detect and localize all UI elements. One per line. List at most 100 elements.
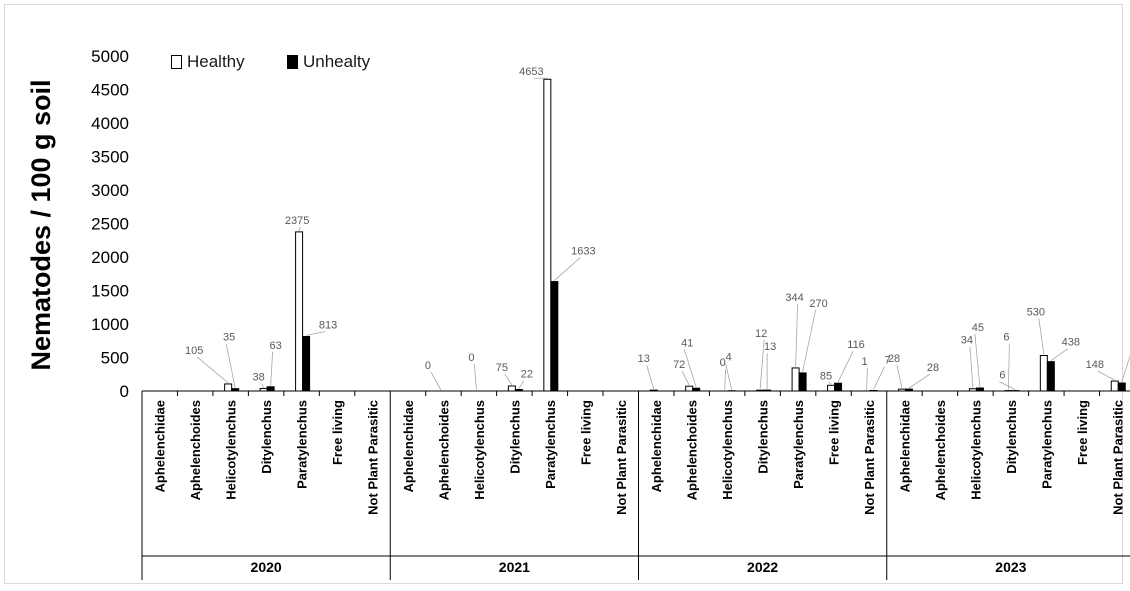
- category-label: Free living: [1075, 400, 1090, 465]
- data-label-unhealthy: 116: [847, 339, 865, 351]
- data-label-healthy: 0: [425, 360, 431, 372]
- legend-healthy: Healthy: [171, 50, 245, 74]
- category-label: Free living: [578, 400, 593, 465]
- category-label: Not Plant Parasitic: [366, 400, 381, 515]
- category-label: Ditylenchus: [259, 400, 274, 474]
- data-label-healthy: 344: [785, 292, 803, 304]
- data-label-leader-unhealthy: [837, 351, 854, 383]
- category-label: Aphelenchoides: [188, 400, 203, 500]
- data-label-healthy: 0: [468, 352, 474, 364]
- category-label: Ditylenchus: [507, 400, 522, 474]
- data-label-leader-healthy: [969, 346, 974, 388]
- y-tick-label: 3000: [91, 181, 129, 200]
- data-label-unhealthy: 7: [884, 355, 890, 367]
- bar-unhealthy: [904, 388, 913, 392]
- category-label: Paratylenchus: [543, 400, 558, 489]
- data-label-unhealthy: 438: [1062, 337, 1080, 349]
- y-tick-label: 1000: [91, 315, 129, 334]
- data-label-leader-unhealthy: [306, 331, 326, 336]
- y-tick-label: 2000: [91, 248, 129, 267]
- data-label-healthy: 4653: [519, 66, 543, 78]
- data-label-leader-healthy: [866, 367, 868, 390]
- bar-healthy: [685, 385, 694, 392]
- category-label: Aphelenchidae: [897, 400, 912, 492]
- data-label-healthy: 12: [755, 328, 767, 340]
- data-label-leader-healthy: [1097, 370, 1115, 381]
- bar-unhealthy: [302, 336, 311, 392]
- data-label-healthy: 530: [1027, 306, 1045, 318]
- data-label-leader-healthy: [1007, 343, 1010, 390]
- data-label-leader-unhealthy: [974, 333, 981, 388]
- bar-healthy: [791, 367, 800, 392]
- data-label-unhealthy: 28: [927, 362, 939, 374]
- data-label-healthy: 148: [1086, 359, 1104, 371]
- data-label-unhealthy: 45: [972, 322, 984, 334]
- bar-unhealthy: [550, 281, 559, 392]
- category-label: Helicotylenchus: [968, 400, 983, 500]
- data-label-unhealthy: 270: [809, 298, 827, 310]
- data-label-unhealthy: 63: [270, 340, 282, 352]
- data-label-leader-unhealthy: [270, 351, 274, 386]
- bar-healthy: [897, 388, 906, 392]
- bar-unhealthy: [798, 372, 807, 392]
- category-label: Aphelenchidae: [649, 400, 664, 492]
- bar-unhealthy: [692, 387, 701, 392]
- category-label: Helicotylenchus: [472, 400, 487, 500]
- data-label-healthy: 105: [185, 345, 203, 357]
- data-label-leader-healthy: [724, 368, 727, 391]
- chart-frame: [4, 4, 1123, 584]
- legend-unhealthy: Unhealty: [287, 50, 370, 74]
- data-label-healthy: 75: [496, 362, 508, 374]
- bar-unhealthy: [1046, 361, 1055, 392]
- data-label-leader-unhealthy: [225, 343, 236, 388]
- bar-healthy: [827, 384, 836, 392]
- category-label: Aphelenchoides: [933, 400, 948, 500]
- category-label: Helicotylenchus: [720, 400, 735, 500]
- data-label-healthy: 2375: [285, 215, 309, 227]
- category-label: Aphelenchoides: [685, 400, 700, 500]
- bar-healthy: [295, 231, 304, 392]
- bar-healthy: [968, 388, 977, 392]
- data-label-leader-unhealthy: [802, 309, 816, 372]
- data-label-leader-unhealthy: [554, 257, 581, 281]
- data-label-leader-unhealthy: [1121, 354, 1130, 383]
- data-label-healthy: 0: [720, 357, 726, 369]
- data-label-unhealthy: 1633: [571, 246, 595, 258]
- data-label-leader-unhealthy: [873, 366, 885, 390]
- bar-unhealthy: [975, 387, 984, 392]
- bar-unhealthy: [1117, 382, 1126, 392]
- y-tick-label: 5000: [91, 47, 129, 66]
- data-label-unhealthy: 6: [999, 370, 1005, 382]
- data-label-healthy: 38: [253, 371, 265, 383]
- y-tick-label: 500: [101, 349, 129, 368]
- category-label: Aphelenchidae: [153, 400, 168, 492]
- data-label-unhealthy: 22: [521, 369, 533, 381]
- data-label-leader-healthy: [795, 303, 798, 367]
- legend-swatch-unhealthy: [287, 55, 298, 69]
- bar-unhealthy: [763, 389, 772, 392]
- category-label: Not Plant Parasitic: [1110, 400, 1125, 515]
- data-label-leader-unhealthy: [908, 373, 931, 389]
- bar-healthy: [1039, 354, 1048, 392]
- bar-healthy: [649, 389, 658, 392]
- y-tick-label: 4500: [91, 81, 129, 100]
- year-label: 2020: [251, 559, 282, 575]
- category-label: Helicotylenchus: [224, 400, 239, 500]
- bar-healthy: [507, 385, 516, 392]
- y-tick-label: 2500: [91, 215, 129, 234]
- data-label-leader-healthy: [196, 356, 229, 384]
- data-label-healthy: 72: [673, 359, 685, 371]
- y-tick-label: 4000: [91, 114, 129, 133]
- data-label-leader-healthy: [1038, 318, 1045, 355]
- bar-unhealthy: [834, 382, 843, 392]
- data-label-leader-healthy: [759, 340, 765, 390]
- data-label-healthy: 13: [638, 353, 650, 365]
- data-label-leader-unhealthy: [999, 381, 1016, 390]
- data-label-leader-healthy: [681, 370, 690, 386]
- data-label-leader-unhealthy: [518, 380, 525, 389]
- data-label-healthy: 6: [1003, 332, 1009, 344]
- data-label-leader-unhealthy: [1050, 348, 1069, 361]
- data-label-leader-healthy: [504, 373, 513, 386]
- y-tick-label: 1500: [91, 282, 129, 301]
- legend-swatch-healthy: [171, 55, 182, 69]
